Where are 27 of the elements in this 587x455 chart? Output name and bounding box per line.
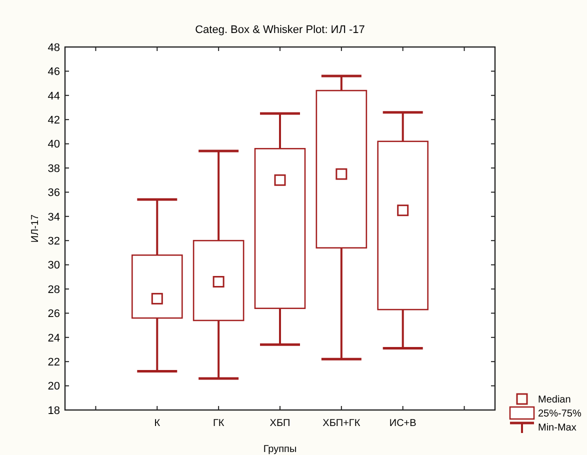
y-tick-label: 28 [48, 284, 60, 296]
y-tick-label: 46 [48, 66, 60, 78]
y-tick-label: 34 [48, 211, 60, 224]
text: Median [538, 394, 571, 406]
y-tick-label: 18 [48, 404, 60, 417]
y-tick-label: 32 [48, 235, 60, 248]
x-tick-label: ХБП [270, 418, 290, 429]
y-axis-title: ИЛ-17 [30, 214, 41, 243]
x-axis-title: Группы [263, 444, 297, 455]
y-tick-label: 24 [48, 332, 60, 344]
y-tick-label: 40 [48, 138, 60, 151]
y-tick-label: 20 [48, 380, 60, 393]
y-tick-label: 44 [48, 90, 60, 102]
x-tick-label: ИС+В [389, 418, 417, 429]
x-tick-label: ГК [212, 418, 224, 429]
y-tick-label: 48 [48, 42, 60, 54]
y-tick-label: 26 [48, 308, 60, 320]
text: Min-Max [538, 422, 576, 434]
x-tick-label: К [154, 418, 160, 429]
y-tick-label: 42 [48, 114, 60, 126]
chart-title: Categ. Box & Whisker Plot: ИЛ -17 [195, 24, 365, 36]
y-tick-label: 36 [48, 187, 60, 200]
x-tick-label: ХБП+ГК [322, 418, 360, 429]
y-tick-label: 38 [48, 162, 60, 175]
y-tick-label: 30 [48, 260, 60, 272]
text: 25%-75% [538, 408, 582, 420]
y-tick-label: 22 [48, 356, 60, 368]
